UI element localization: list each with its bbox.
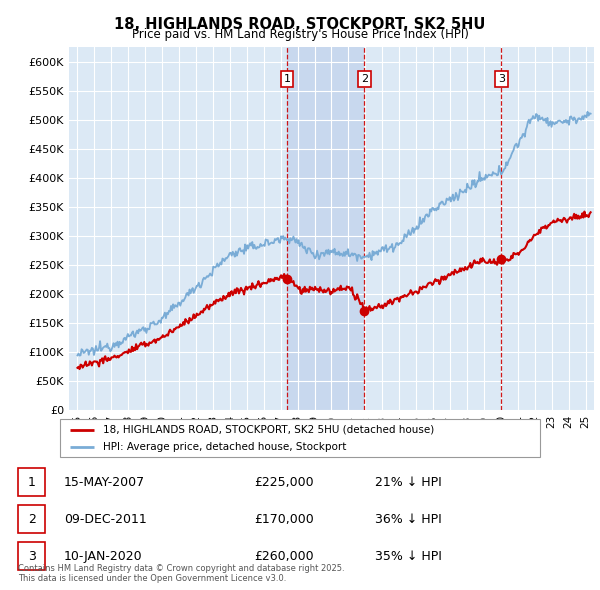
- Text: 09-DEC-2011: 09-DEC-2011: [64, 513, 146, 526]
- Text: 18, HIGHLANDS ROAD, STOCKPORT, SK2 5HU: 18, HIGHLANDS ROAD, STOCKPORT, SK2 5HU: [115, 17, 485, 31]
- Text: HPI: Average price, detached house, Stockport: HPI: Average price, detached house, Stoc…: [103, 441, 347, 451]
- Text: 1: 1: [28, 476, 35, 489]
- FancyBboxPatch shape: [18, 505, 46, 533]
- Text: Price paid vs. HM Land Registry's House Price Index (HPI): Price paid vs. HM Land Registry's House …: [131, 28, 469, 41]
- FancyBboxPatch shape: [18, 468, 46, 496]
- FancyBboxPatch shape: [18, 542, 46, 570]
- Bar: [287, 47, 364, 410]
- FancyBboxPatch shape: [60, 419, 540, 457]
- Text: 18, HIGHLANDS ROAD, STOCKPORT, SK2 5HU (detached house): 18, HIGHLANDS ROAD, STOCKPORT, SK2 5HU (…: [103, 425, 434, 435]
- Text: Contains HM Land Registry data © Crown copyright and database right 2025.
This d: Contains HM Land Registry data © Crown c…: [18, 563, 344, 583]
- Text: 2: 2: [28, 513, 35, 526]
- Text: £170,000: £170,000: [254, 513, 314, 526]
- Text: 35% ↓ HPI: 35% ↓ HPI: [375, 550, 442, 563]
- Text: 3: 3: [498, 74, 505, 84]
- Text: 15-MAY-2007: 15-MAY-2007: [64, 476, 145, 489]
- Text: 2: 2: [361, 74, 368, 84]
- Text: £260,000: £260,000: [254, 550, 314, 563]
- Text: 1: 1: [283, 74, 290, 84]
- Text: 3: 3: [28, 550, 35, 563]
- Text: 10-JAN-2020: 10-JAN-2020: [64, 550, 142, 563]
- Text: 36% ↓ HPI: 36% ↓ HPI: [375, 513, 442, 526]
- Text: £225,000: £225,000: [254, 476, 314, 489]
- Text: 21% ↓ HPI: 21% ↓ HPI: [375, 476, 442, 489]
